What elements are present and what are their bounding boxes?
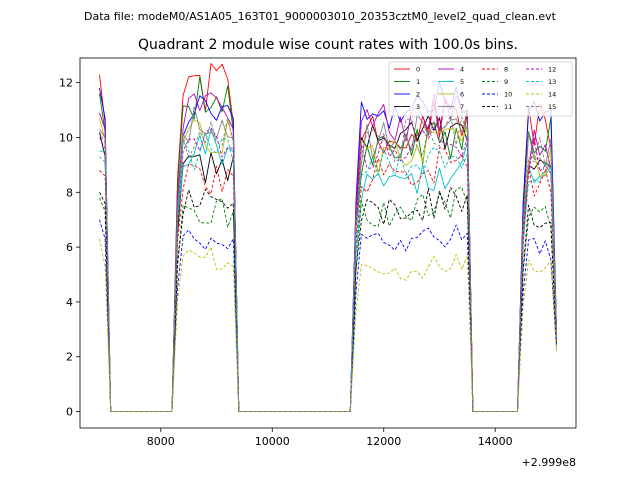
legend-label-11: 11 [504, 103, 512, 111]
y-axis: 0 2 4 6 8 10 12 [59, 77, 80, 419]
series-line-14 [99, 238, 557, 413]
legend-label-14: 14 [548, 90, 556, 98]
y-tick-label: 12 [59, 77, 73, 90]
y-tick-label: 8 [66, 186, 73, 199]
legend-label-13: 13 [548, 78, 556, 86]
legend-label-10: 10 [504, 90, 512, 98]
legend-frame [388, 61, 573, 117]
legend-label-4: 4 [460, 65, 464, 73]
y-tick-label: 6 [66, 241, 73, 254]
x-tick-label: 12000 [366, 435, 401, 448]
y-tick-label: 4 [66, 296, 73, 309]
legend-label-12: 12 [548, 65, 556, 73]
x-axis: 8000 10000 12000 14000 [147, 428, 513, 448]
axes-frame [79, 57, 577, 429]
x-tick-label: 10000 [255, 435, 290, 448]
legend-label-2: 2 [416, 90, 420, 98]
legend-label-7: 7 [460, 103, 464, 111]
legend-label-5: 5 [460, 78, 464, 86]
y-tick-label: 10 [59, 131, 73, 144]
legend-label-6: 6 [460, 90, 464, 98]
x-axis-offset-label: +2.999e8 [522, 456, 576, 469]
plot-lines [99, 63, 557, 413]
y-tick-label: 2 [66, 351, 73, 364]
y-tick-label: 0 [66, 406, 73, 419]
legend-label-1: 1 [416, 78, 420, 86]
legend-label-9: 9 [504, 78, 508, 86]
legend-label-0: 0 [416, 65, 420, 73]
figure-suptitle: Data file: modeM0/AS1A05_163T01_90000030… [84, 10, 557, 23]
x-tick-label: 8000 [147, 435, 175, 448]
chart-title: Quadrant 2 module wise count rates with … [138, 37, 518, 53]
x-tick-label: 14000 [478, 435, 513, 448]
legend-label-8: 8 [504, 65, 508, 73]
legend-label-3: 3 [416, 103, 420, 111]
legend-label-15: 15 [548, 103, 556, 111]
